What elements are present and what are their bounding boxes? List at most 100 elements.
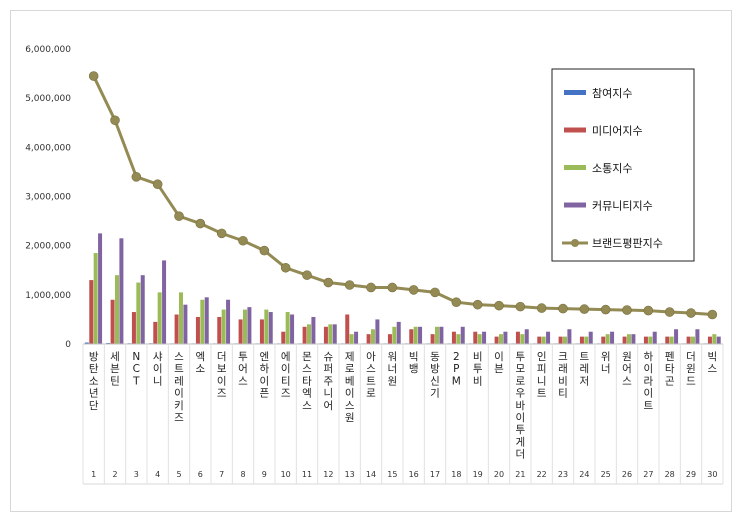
brand-index-point-9	[259, 245, 270, 256]
bar-3-21	[520, 334, 525, 344]
brand-index-point-20	[494, 300, 504, 311]
brand-index-point-19	[472, 299, 483, 310]
bar-2-5	[174, 314, 179, 344]
bar-3-7	[221, 309, 226, 344]
x-rank-label: 15	[387, 470, 397, 479]
y-tick-label: 4,000,000	[25, 143, 71, 153]
bar-2-22	[537, 336, 542, 344]
y-axis: 0 1,000,000 2,000,000 3,000,000 4,000,000 5,0…	[25, 45, 71, 350]
bar-2-24	[579, 336, 584, 344]
bar-2-20	[494, 336, 499, 344]
bar-4-19	[482, 331, 487, 344]
bar-1-1	[84, 342, 89, 344]
brand-index-point-10	[280, 262, 291, 273]
x-rank-label: 29	[686, 470, 696, 479]
bar-2-23	[558, 336, 563, 344]
bar-2-30	[707, 336, 712, 344]
x-rank-label: 19	[473, 470, 483, 479]
bar-4-10	[290, 314, 295, 344]
x-rank-label: 20	[494, 470, 504, 479]
brand-index-point-25	[600, 304, 611, 315]
bar-4-22	[546, 331, 551, 344]
bar-2-18	[451, 331, 456, 344]
bar-3-9	[264, 309, 269, 344]
bar-4-12	[332, 324, 337, 344]
brand-index-point-6	[195, 218, 206, 229]
bar-3-16	[413, 326, 418, 344]
bar-2-3	[131, 312, 136, 344]
brand-index-point-24	[579, 304, 590, 314]
bar-3-13	[349, 334, 354, 344]
brand-index-point-7	[216, 228, 227, 239]
bar-4-23	[567, 329, 572, 344]
x-rank-label: 17	[430, 470, 440, 479]
brand-index-point-8	[238, 235, 248, 246]
bar-2-8	[238, 319, 243, 344]
bar-2-13	[345, 314, 350, 344]
bar-3-10	[285, 312, 290, 344]
bar-4-27	[652, 331, 657, 344]
brand-index-point-18	[451, 297, 462, 308]
brand-index-point-13	[344, 280, 355, 290]
x-rank-label: 22	[537, 470, 547, 479]
bar-3-5	[179, 292, 183, 344]
brand-index-point-1	[88, 71, 99, 81]
x-rank-label: 5	[176, 470, 181, 479]
brand-index-point-5	[174, 211, 184, 221]
bar-4-29	[695, 329, 700, 344]
bar-4-15	[396, 321, 401, 344]
bar-2-10	[281, 331, 286, 344]
y-tick-label: 1,000,000	[25, 291, 71, 301]
brand-index-point-4	[152, 179, 163, 190]
bar-4-7	[226, 299, 231, 344]
bar-3-8	[243, 309, 247, 344]
legend-swatch-1	[564, 90, 586, 95]
x-rank-label: 23	[558, 470, 568, 479]
brand-index-point-2	[110, 115, 120, 126]
bar-2-27	[643, 336, 648, 344]
x-rank-label: 2	[112, 470, 117, 479]
chart-svg: 0 1,000,000 2,000,000 3,000,000 4,000,000 5,0…	[25, 45, 724, 485]
bar-3-3	[136, 282, 141, 344]
bar-3-24	[584, 336, 589, 344]
bar-3-23	[563, 336, 567, 344]
bar-4-20	[503, 331, 508, 344]
bar-3-18	[456, 334, 461, 344]
y-tick-label: 2,000,000	[25, 242, 71, 252]
brand-index-point-30	[707, 309, 718, 320]
legend-label-2: 미디어지수	[592, 125, 643, 138]
legend-swatch-4	[564, 202, 586, 208]
y-tick-label: 5,000,000	[25, 94, 71, 104]
chart-frame: 0 1,000,000 2,000,000 3,000,000 4,000,000 5,0…	[10, 10, 732, 512]
brand-index-point-17	[430, 287, 440, 298]
bar-3-20	[499, 334, 503, 344]
bar-4-28	[674, 329, 679, 344]
legend-label-3: 소통지수	[592, 162, 632, 175]
bar-2-6	[195, 316, 200, 344]
y-tick-label: 0	[65, 340, 71, 350]
x-rank-label: 6	[198, 470, 203, 479]
bar-4-17	[439, 326, 444, 344]
x-rank-label: 24	[579, 470, 589, 479]
bar-2-17	[430, 334, 435, 344]
bar-2-1	[89, 280, 94, 344]
brand-index-point-15	[387, 282, 398, 293]
